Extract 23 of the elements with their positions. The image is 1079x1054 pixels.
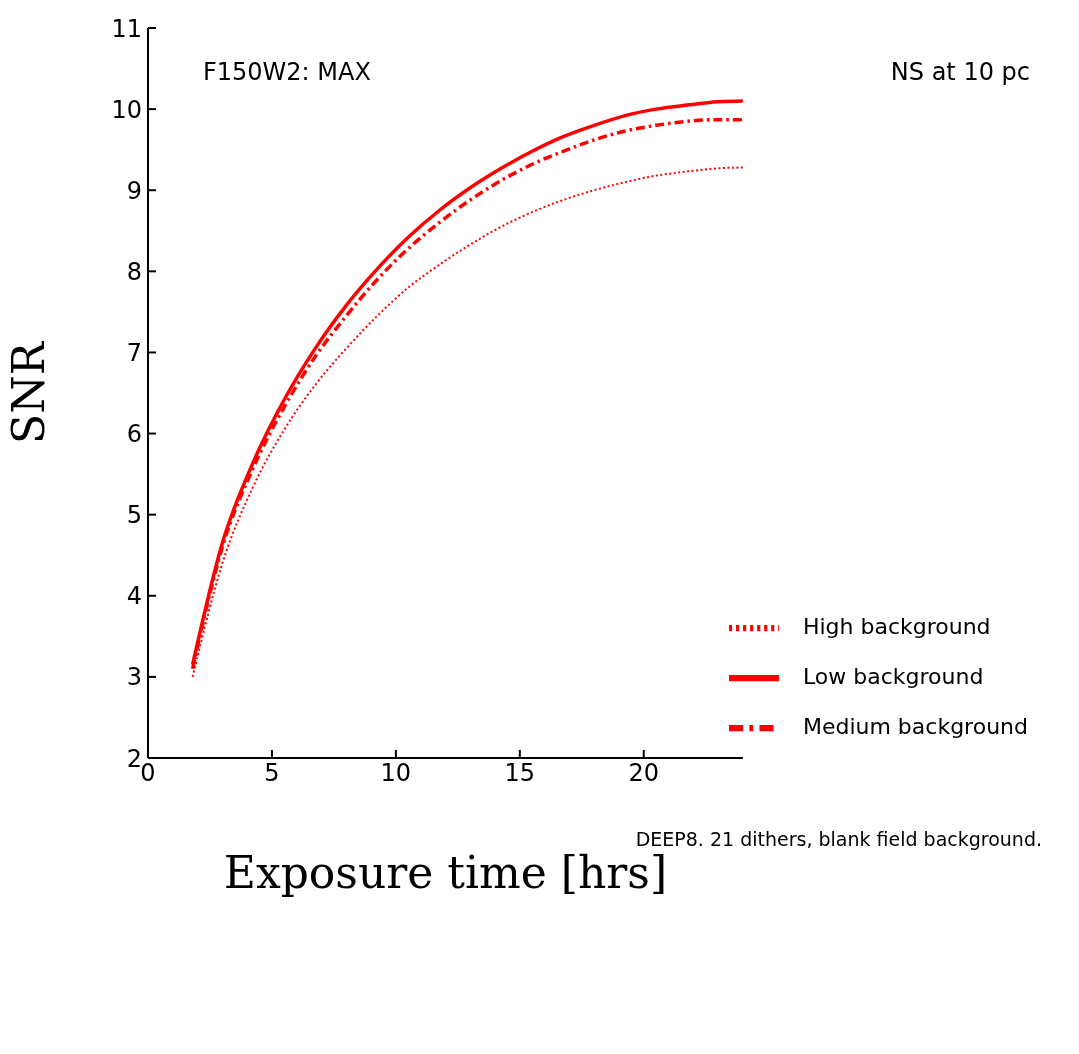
y-tick-label: 7 xyxy=(126,338,142,367)
y-tick-label: 2 xyxy=(126,744,142,773)
y-tick-label: 3 xyxy=(126,663,142,692)
y-tick-label: 5 xyxy=(126,501,142,530)
y-axis-title: SNR xyxy=(2,340,54,444)
y-tick-label: 8 xyxy=(126,257,142,286)
y-tick-label: 9 xyxy=(126,176,142,205)
y-tick-label: 11 xyxy=(111,14,142,43)
legend-label: Low background xyxy=(802,664,984,689)
legend-label: Medium background xyxy=(802,714,1028,739)
annotation: F150W2: MAX xyxy=(203,58,371,86)
y-tick-label: 6 xyxy=(126,420,142,449)
text: DEEP8. 21 dithers, blank field background. xyxy=(635,828,1042,850)
legend-label: High background xyxy=(802,614,991,639)
x-tick-label: 0 xyxy=(140,759,156,788)
x-tick-label: 20 xyxy=(628,759,660,788)
x-axis-title: Exposure time [hrs] xyxy=(223,847,668,898)
x-tick-label: 15 xyxy=(504,759,536,788)
x-tick-label: 10 xyxy=(380,759,412,788)
y-tick-label: 10 xyxy=(111,95,142,124)
text: NS at 10 pc xyxy=(890,58,1030,86)
y-tick-label: 4 xyxy=(126,582,142,611)
x-tick-label: 5 xyxy=(264,759,280,788)
